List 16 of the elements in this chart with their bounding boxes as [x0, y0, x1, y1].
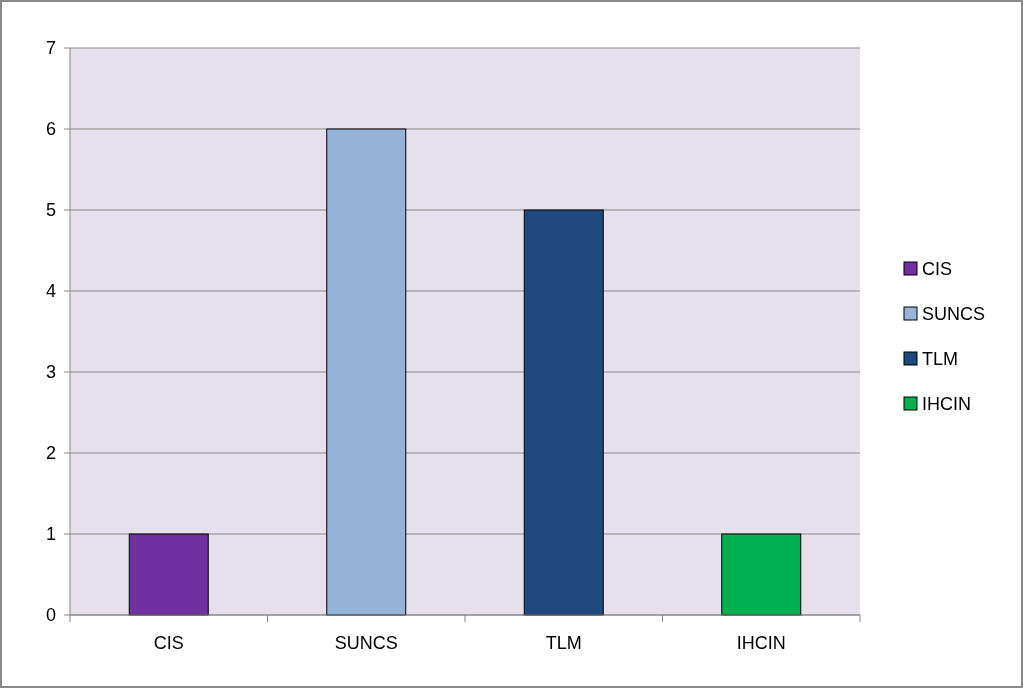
y-tick-label: 7: [45, 38, 56, 59]
x-tick-label: TLM: [545, 633, 582, 653]
y-tick-label: 2: [45, 443, 56, 464]
x-tick-label: IHCIN: [736, 633, 786, 653]
y-tick-label: 1: [45, 524, 56, 545]
y-tick-label: 6: [45, 119, 56, 140]
legend-label: TLM: [922, 349, 958, 370]
legend-label: IHCIN: [922, 394, 971, 415]
y-tick-label: 4: [45, 281, 56, 302]
x-tick-label: CIS: [153, 633, 184, 653]
x-tick-label: SUNCS: [334, 633, 398, 653]
legend-label: SUNCS: [922, 304, 986, 325]
y-tick-label: 5: [45, 200, 56, 221]
y-tick-label: 3: [45, 362, 56, 383]
y-tick-label: 0: [45, 605, 56, 626]
legend-label: CIS: [922, 259, 953, 280]
